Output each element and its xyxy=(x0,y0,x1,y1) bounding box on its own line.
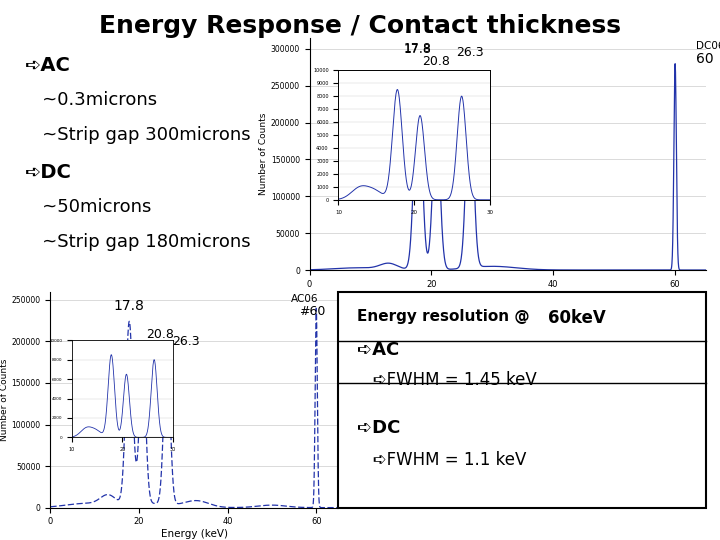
Text: Energy Response / Contact thickness: Energy Response / Contact thickness xyxy=(99,14,621,37)
Y-axis label: Number of Counts: Number of Counts xyxy=(0,359,9,441)
Text: ~0.3microns: ~0.3microns xyxy=(25,91,157,110)
Text: ~Strip gap 300microns: ~Strip gap 300microns xyxy=(25,126,251,144)
Text: 20.8: 20.8 xyxy=(145,328,174,341)
Text: DC06: DC06 xyxy=(696,41,720,51)
Text: ~Strip gap 180microns: ~Strip gap 180microns xyxy=(25,233,251,251)
Text: ➪DC: ➪DC xyxy=(357,418,400,437)
Text: 17.8: 17.8 xyxy=(404,43,432,56)
Text: ➪AC: ➪AC xyxy=(357,341,399,359)
X-axis label: Energy (keV): Energy (keV) xyxy=(474,292,541,301)
Text: 26.3: 26.3 xyxy=(456,46,484,59)
Text: ➪DC: ➪DC xyxy=(25,163,72,182)
Y-axis label: Number of Counts: Number of Counts xyxy=(259,113,268,195)
Text: ➪FWHM = 1.45 keV: ➪FWHM = 1.45 keV xyxy=(357,371,536,389)
X-axis label: Energy (keV): Energy (keV) xyxy=(161,529,228,539)
FancyBboxPatch shape xyxy=(338,292,706,508)
Text: ➪AC: ➪AC xyxy=(25,56,71,75)
Text: 60: 60 xyxy=(696,52,714,66)
Text: 17.8: 17.8 xyxy=(114,299,145,313)
Text: 60keV: 60keV xyxy=(548,309,606,327)
Text: #60: #60 xyxy=(299,305,325,318)
Text: 26.3: 26.3 xyxy=(172,335,200,348)
Text: ~50microns: ~50microns xyxy=(25,198,151,217)
Text: AC06: AC06 xyxy=(292,294,319,303)
Text: 17.8: 17.8 xyxy=(404,42,432,55)
Text: ➪FWHM = 1.1 keV: ➪FWHM = 1.1 keV xyxy=(357,451,526,469)
Text: 20.8: 20.8 xyxy=(423,55,450,68)
Text: Energy resolution @: Energy resolution @ xyxy=(357,309,535,324)
